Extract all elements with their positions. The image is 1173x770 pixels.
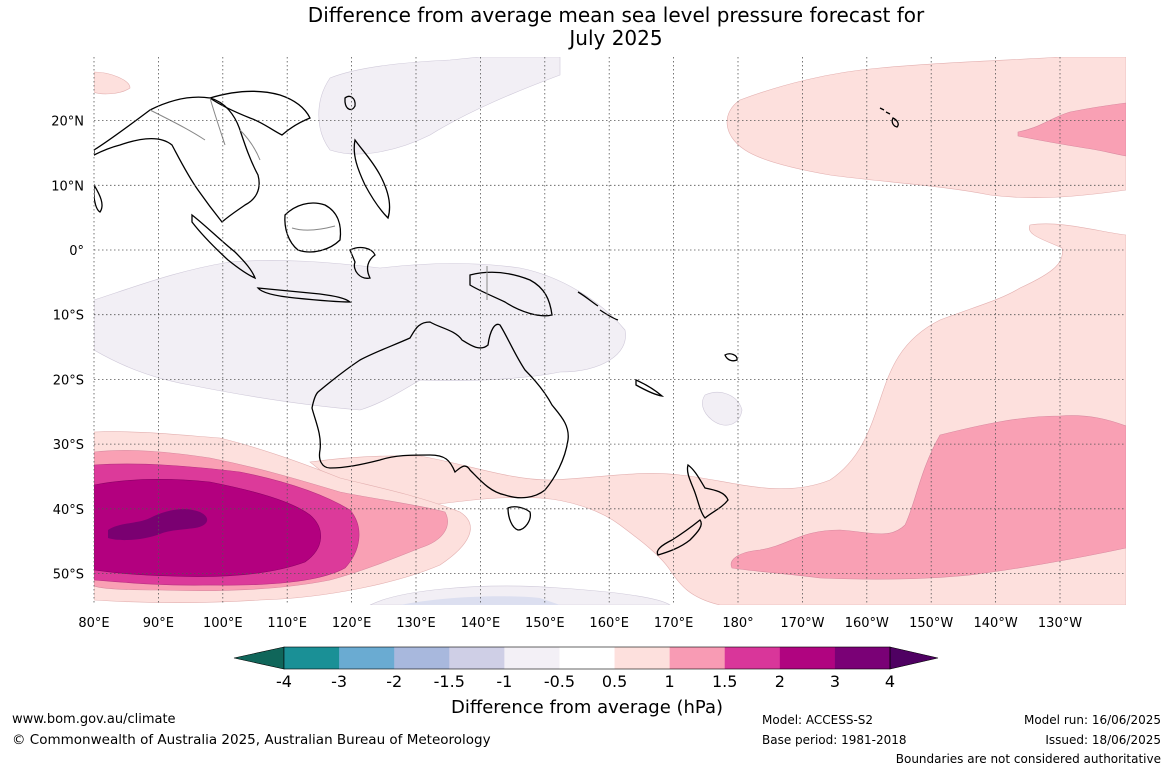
colorbar-extend-high	[889, 646, 939, 670]
longitude-axis: 80°E 90°E 100°E 110°E 120°E 130°E 140°E 150°E 16…	[78, 616, 1082, 631]
anomaly-region-pos-1-south-east-pacific	[730, 415, 1126, 580]
colorbar-tick-label: 4	[885, 672, 895, 691]
coastline-south-china	[208, 90, 311, 136]
colorbar-segment	[284, 647, 340, 669]
colorbar-segment	[779, 647, 836, 669]
colorbar-segment	[724, 647, 781, 669]
coastline-fiji	[724, 353, 738, 362]
longitude-tick-label: 150°E	[525, 616, 565, 631]
colorbar-tick-label: 0.5	[602, 672, 627, 691]
colorbar-tick-label: -1.5	[434, 672, 465, 691]
longitude-tick-label: 170°E	[654, 616, 694, 631]
coastline-new-zealand-north	[686, 463, 729, 519]
latitude-tick-label: 20°S	[53, 373, 84, 388]
colorbar-tick-label: 1.5	[712, 672, 737, 691]
anomaly-region-neg-0.5-north-pacific	[318, 57, 561, 155]
anomaly-region-pos-2-southern-indian-ocean	[94, 479, 321, 577]
coastline-borneo	[284, 202, 342, 253]
colorbar-segment	[504, 647, 560, 669]
colorbar-segment	[394, 647, 450, 669]
anomaly-region-neg-0.5-indian-ocean	[94, 260, 626, 411]
copyright-notice: © Commonwealth of Australia 2025, Austra…	[12, 732, 491, 748]
longitude-tick-label: 90°E	[143, 616, 174, 631]
model-name: Model: ACCESS-S2	[762, 713, 874, 727]
latitude-tick-label: 10°N	[51, 179, 84, 194]
map-title-line2: July 2025	[569, 26, 663, 50]
latitude-axis: 20°N 10°N 0° 10°S 20°S 30°S 40°S 50°S	[51, 115, 84, 583]
issued-date: Issued: 18/06/2025	[1045, 733, 1161, 747]
colorbar-segment	[339, 647, 395, 669]
colorbar-tick-label: 2	[775, 672, 785, 691]
border-borneo	[291, 225, 336, 231]
coastline-philippines	[353, 138, 391, 220]
colorbar-outline	[283, 646, 891, 670]
colorbar-segment	[669, 647, 726, 669]
longitude-tick-label: 140°W	[974, 616, 1018, 631]
colorbar-extend-low	[233, 646, 285, 670]
anomaly-region-neg-1-southern-ocean	[400, 596, 560, 605]
colorbar-segment	[834, 647, 891, 669]
bom-url[interactable]: www.bom.gov.au/climate	[12, 712, 176, 727]
anomaly-region-neg-0.5-coral-sea	[702, 391, 743, 426]
colorbar-tick-label: -2	[386, 672, 402, 691]
map-title: Difference from average mean sea level p…	[0, 4, 1173, 50]
longitude-tick-label: 100°E	[203, 616, 243, 631]
coastline-tasmania	[507, 506, 531, 531]
colorbar-tick-label: -3	[331, 672, 347, 691]
longitude-tick-label: 160°E	[589, 616, 629, 631]
coastline-southeast-asia	[94, 96, 260, 223]
political-borders	[149, 97, 488, 300]
map-title-line1: Difference from average mean sea level p…	[307, 3, 925, 27]
longitude-tick-label: 110°E	[267, 616, 307, 631]
colorbar-title: Difference from average (hPa)	[451, 697, 723, 718]
colorbar-segment	[614, 647, 671, 669]
coastline-australia	[311, 321, 569, 499]
coastline-new-zealand-south	[656, 519, 702, 556]
coastline-solomon-islands	[577, 291, 619, 321]
longitude-tick-label: 120°E	[332, 616, 372, 631]
coastline-java	[256, 287, 352, 303]
colorbar-segment	[449, 647, 505, 669]
graticule	[93, 57, 1126, 605]
longitude-tick-label: 80°E	[78, 616, 109, 631]
latitude-tick-label: 50°S	[53, 568, 84, 583]
longitude-tick-label: 130°E	[396, 616, 436, 631]
anomaly-region-pos-0.5-north-west-corner	[94, 71, 131, 95]
anomaly-region-pos-0.5-north-east-pacific	[726, 57, 1126, 199]
anomaly-region-pos-1-north-east-pacific	[1017, 102, 1126, 157]
latitude-tick-label: 30°S	[53, 438, 84, 453]
longitude-tick-label: 140°E	[461, 616, 501, 631]
colorbar-tick-label: 1	[665, 672, 675, 691]
latitude-tick-label: 40°S	[53, 503, 84, 518]
longitude-tick-label: 170°W	[780, 616, 824, 631]
latitude-tick-label: 0°	[69, 244, 84, 259]
coastline-new-guinea	[469, 271, 553, 317]
coastline-taiwan	[344, 95, 356, 111]
longitude-tick-label: 130°W	[1038, 616, 1082, 631]
border-mainland-southeast-asia	[149, 97, 261, 161]
model-run-date: Model run: 16/06/2025	[1023, 713, 1161, 727]
latitude-tick-label: 20°N	[51, 115, 84, 130]
colorbar-tick-label: 3	[830, 672, 840, 691]
coastline-sulawesi	[349, 246, 376, 279]
longitude-tick-label: 180°	[722, 616, 753, 631]
colorbar-tick-label: -0.5	[544, 672, 575, 691]
colorbar-tick-label: -1	[496, 672, 512, 691]
coastline-new-caledonia	[635, 378, 665, 397]
latitude-tick-label: 10°S	[53, 309, 84, 324]
base-period: Base period: 1981-2018	[762, 733, 907, 747]
coastline-hawaii	[879, 107, 899, 128]
colorbar: -4 -3 -2 -1.5 -1 -0.5 0.5 1 1.5 2 3 4	[233, 646, 939, 691]
colorbar-segment	[559, 647, 616, 669]
colorbar-tick-label: -4	[276, 672, 292, 691]
map-panel	[94, 57, 1126, 605]
boundaries-disclaimer: Boundaries are not considered authoritat…	[895, 752, 1161, 766]
anomaly-region-pos-3-southern-indian-ocean	[108, 509, 208, 541]
longitude-tick-label: 150°W	[909, 616, 953, 631]
longitude-tick-label: 160°W	[845, 616, 889, 631]
